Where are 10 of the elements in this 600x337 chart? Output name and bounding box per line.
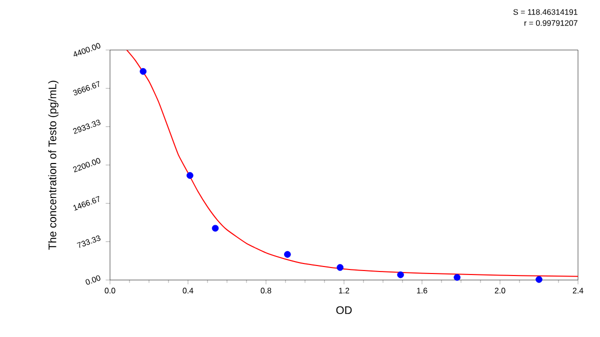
point [454,274,460,281]
x-axis-title: OD [336,306,352,314]
point [140,68,147,75]
point [536,276,542,283]
point [336,264,344,271]
point [284,251,291,258]
point [397,271,404,278]
point [186,172,194,179]
point [212,224,219,232]
y-axis-title: The concentration of Testo (pg/mL) [48,80,58,250]
